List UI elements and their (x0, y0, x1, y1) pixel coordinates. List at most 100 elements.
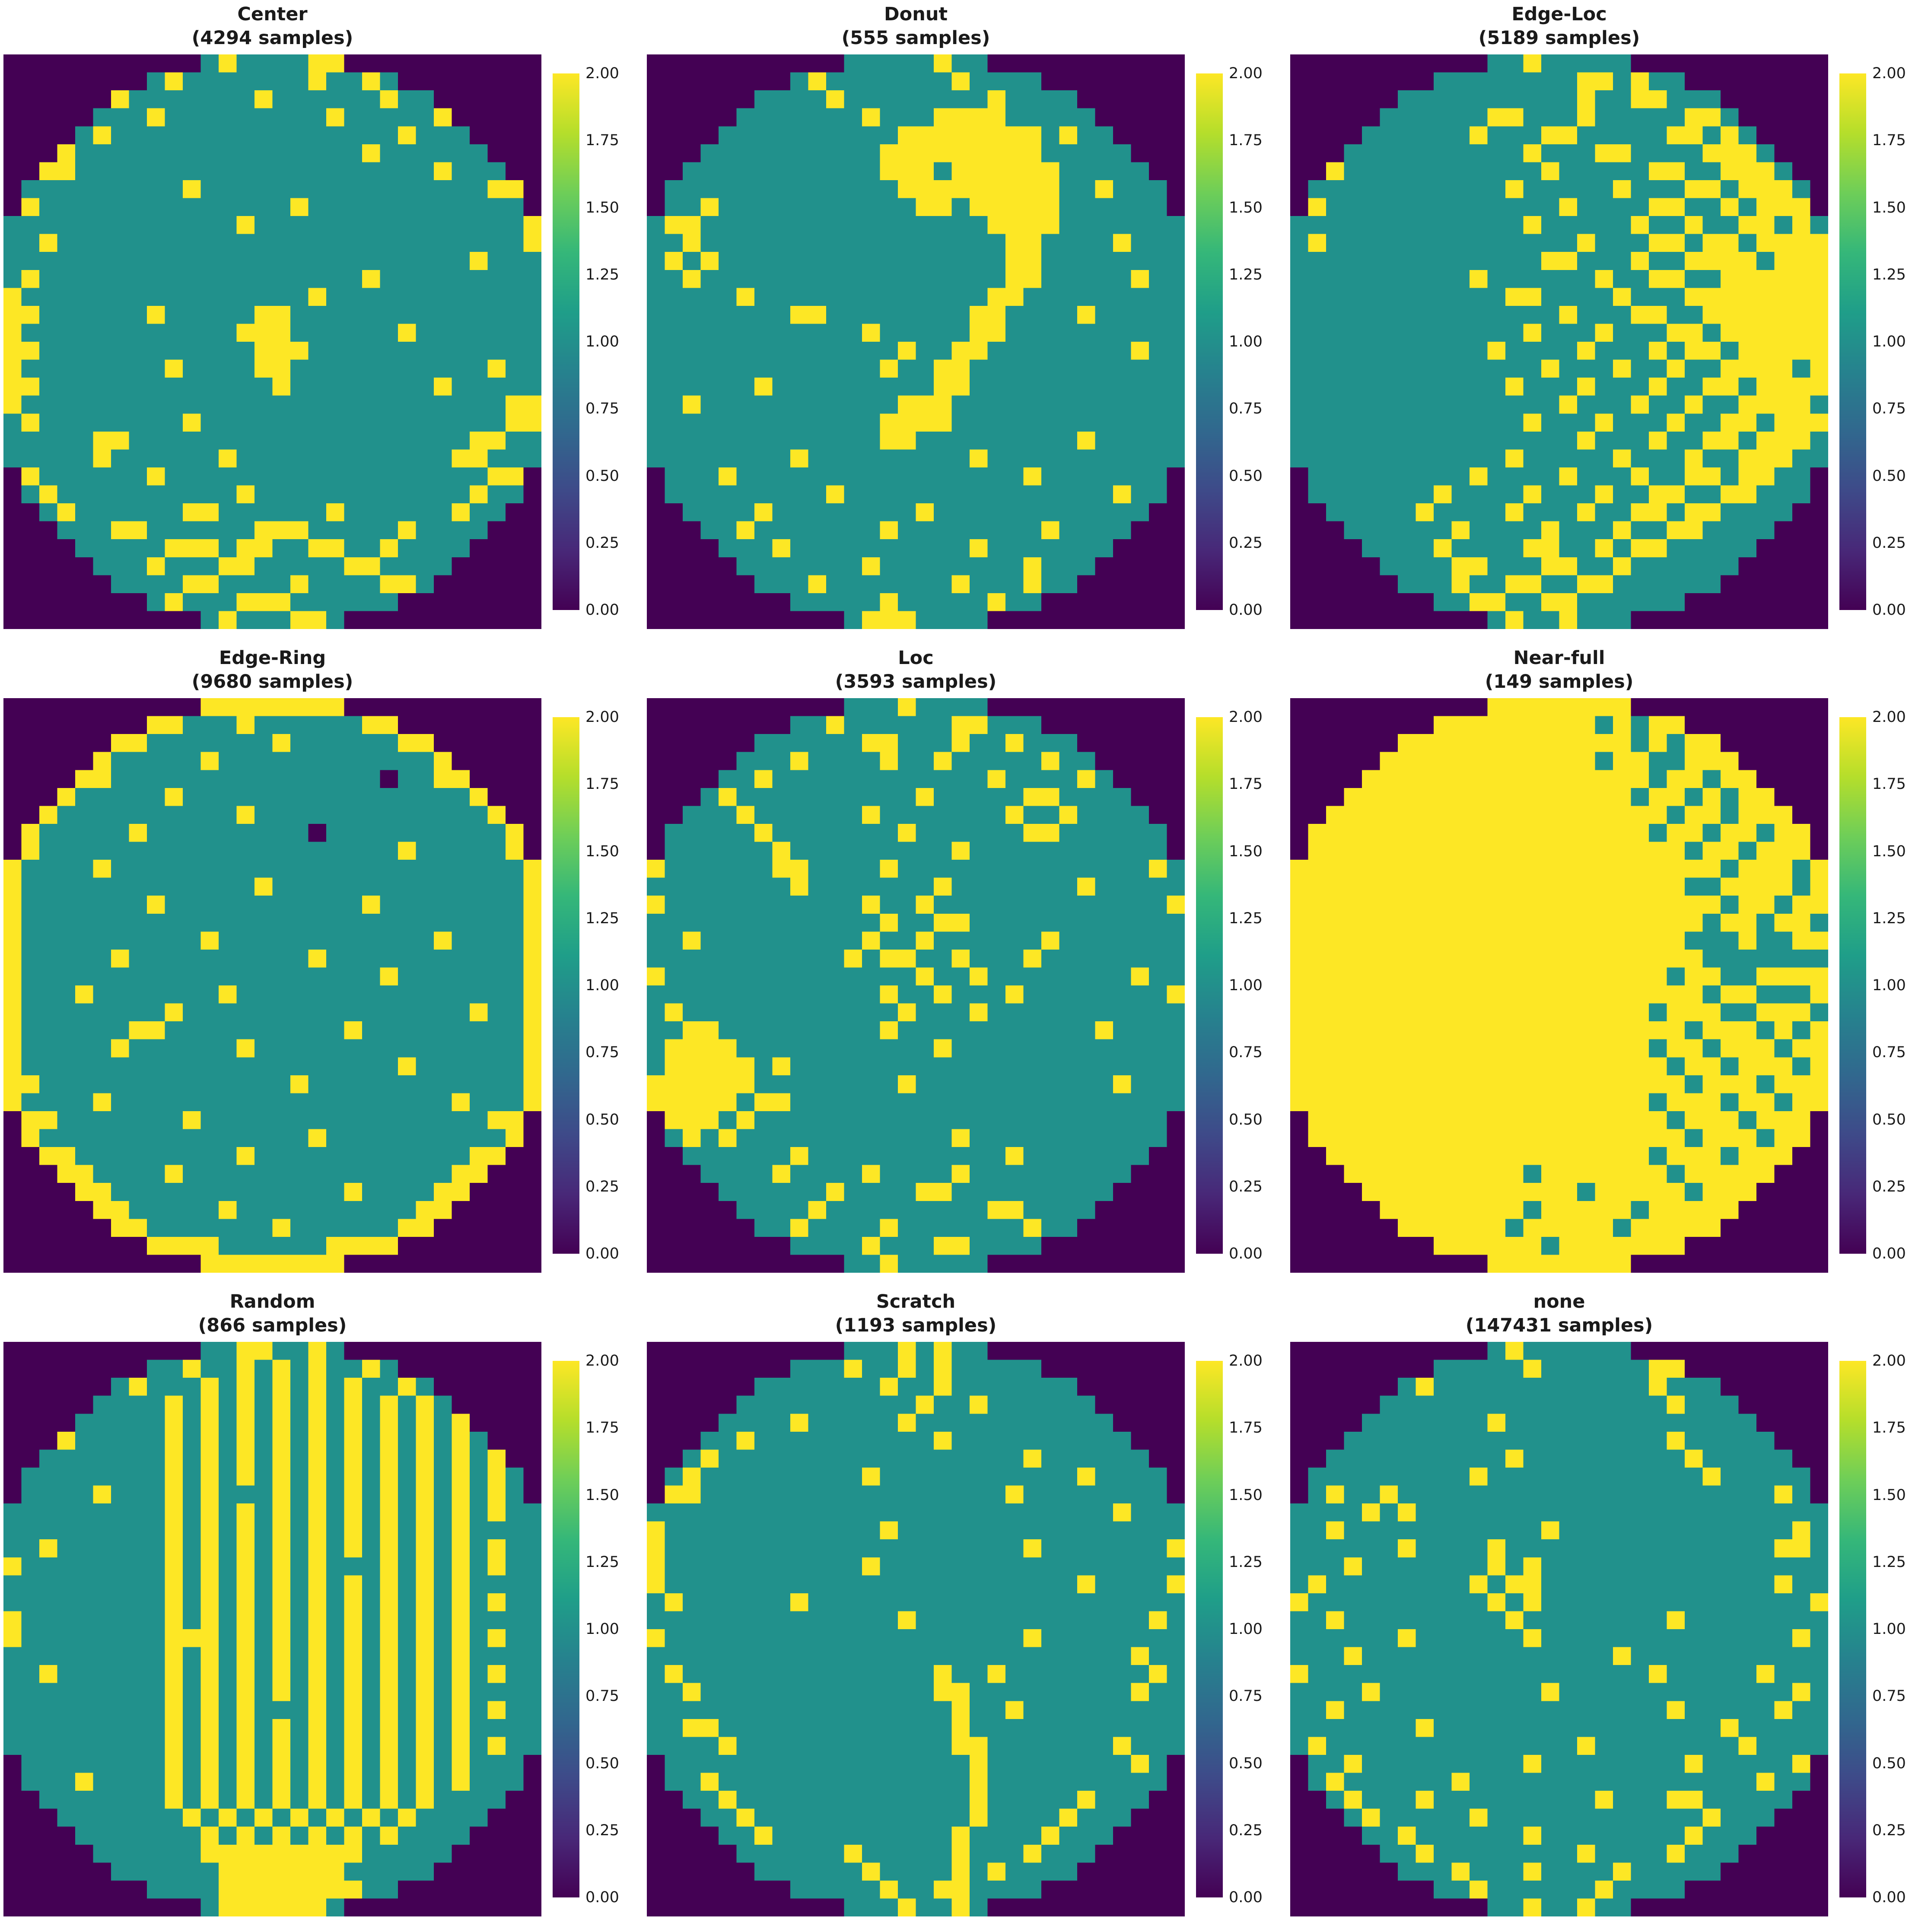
colorbar-tick-label: 1.50 (1229, 842, 1263, 860)
panel-title-samples: (149 samples) (1485, 671, 1634, 693)
colorbar-tick-label: 0.50 (1872, 467, 1906, 485)
panel-title-class: Donut (884, 3, 948, 25)
wafer-map-random (3, 1342, 541, 1916)
colorbar-tick-label: 2.00 (1872, 65, 1906, 82)
colorbar-tick-label: 1.25 (1229, 266, 1263, 283)
colorbar-tick-label: 1.00 (1229, 1621, 1263, 1638)
colorbar-tick-label: 0.75 (1229, 1044, 1263, 1061)
colorbar-tick-label: 0.50 (1229, 467, 1263, 485)
colorbar-gradient (553, 717, 579, 1254)
colorbar-gradient (553, 1361, 579, 1897)
panel-title: Near-full (149 samples) (1287, 646, 1832, 694)
colorbar-gradient (1196, 73, 1223, 610)
panel-title-class: Scratch (876, 1291, 956, 1312)
panel-title: Scratch (1193 samples) (643, 1290, 1188, 1338)
colorbar-tick-label: 1.75 (585, 1419, 619, 1437)
colorbar-tick-label: 0.50 (585, 467, 619, 485)
colorbar-tick-label: 0.00 (1229, 1245, 1263, 1262)
colorbar-tick-label: 0.75 (585, 1687, 619, 1705)
colorbar-wrap: 2.00 1.75 1.50 1.25 1.00 0.75 0.50 0.25 0.00 (1196, 66, 1263, 618)
colorbar-tick-label: 1.75 (1872, 132, 1906, 149)
panel-title-samples: (5189 samples) (1478, 27, 1640, 49)
panel-title-samples: (9680 samples) (191, 671, 353, 693)
colorbar-tick-label: 1.25 (1229, 1553, 1263, 1571)
colorbar-tick-label: 0.50 (1872, 1754, 1906, 1772)
colorbar-wrap: 2.00 1.75 1.50 1.25 1.00 0.75 0.50 0.25 0.00 (1839, 66, 1906, 618)
colorbar-tick-label: 0.25 (585, 1821, 619, 1839)
panel-title: Edge-Loc (5189 samples) (1287, 3, 1832, 50)
panel-title-samples: (3593 samples) (835, 671, 997, 693)
colorbar-tick-label: 0.00 (1229, 1889, 1263, 1906)
colorbar-tick-label: 0.00 (1229, 601, 1263, 619)
panel-title-samples: (147431 samples) (1465, 1315, 1653, 1336)
colorbar-tick-label: 0.25 (585, 1178, 619, 1195)
colorbar-tick-label: 1.00 (585, 1621, 619, 1638)
colorbar-tick-label: 0.00 (1872, 1889, 1906, 1906)
wafer-map-edge-ring (3, 698, 541, 1273)
panel-loc: Loc (3593 samples) 2.00 1.75 1.50 1.25 1.00 0… (643, 644, 1287, 1287)
colorbar-tick-label: 1.25 (1872, 266, 1906, 283)
panel-title: Loc (3593 samples) (643, 646, 1188, 694)
panel-title-class: Near-full (1513, 647, 1605, 669)
colorbar-tick-label: 1.75 (585, 132, 619, 149)
panel-title-class: Edge-Loc (1511, 3, 1607, 25)
colorbar-tick-label: 1.50 (1229, 1486, 1263, 1504)
colorbar-wrap: 2.00 1.75 1.50 1.25 1.00 0.75 0.50 0.25 0.00 (1839, 1354, 1906, 1905)
colorbar-tick-label: 1.75 (1872, 775, 1906, 793)
panel-edge-ring: Edge-Ring (9680 samples) 2.00 1.75 1.50 1.2… (0, 644, 643, 1287)
colorbar-tick-label: 1.00 (1229, 977, 1263, 994)
colorbar-tick-label: 0.25 (1229, 534, 1263, 552)
panel-title: Center (4294 samples) (0, 3, 545, 50)
colorbar-tick-label: 0.75 (1872, 1044, 1906, 1061)
panel-title-class: Edge-Ring (219, 647, 326, 669)
colorbar-tick-label: 1.00 (1872, 977, 1906, 994)
colorbar-tick-label: 0.50 (585, 1111, 619, 1128)
colorbar-tick-label: 1.75 (585, 775, 619, 793)
panel-title-class: Random (229, 1291, 315, 1312)
colorbar-tick-label: 0.00 (585, 1245, 619, 1262)
wafer-map-scratch (647, 1342, 1185, 1916)
colorbar-tick-label: 1.50 (1872, 842, 1906, 860)
colorbar-tick-label: 0.00 (585, 1889, 619, 1906)
panel-title: Donut (555 samples) (643, 3, 1188, 50)
panel-title: Random (866 samples) (0, 1290, 545, 1338)
colorbar-tick-label: 0.25 (1872, 1821, 1906, 1839)
panel-random: Random (866 samples) 2.00 1.75 1.50 1.25 1.0… (0, 1287, 643, 1931)
panel-title-samples: (4294 samples) (191, 27, 353, 49)
wafer-map-donut (647, 54, 1185, 629)
colorbar-tick-label: 1.25 (585, 1553, 619, 1571)
panel-near-full: Near-full (149 samples) 2.00 1.75 1.50 1.25… (1287, 644, 1930, 1287)
colorbar-tick-label: 1.75 (1229, 775, 1263, 793)
colorbar-tick-label: 0.00 (1872, 1245, 1906, 1262)
colorbar-tick-label: 2.00 (1872, 709, 1906, 726)
colorbar-tick-label: 0.25 (1229, 1178, 1263, 1195)
colorbar-tick-label: 0.50 (1872, 1111, 1906, 1128)
colorbar-tick-label: 2.00 (585, 709, 619, 726)
colorbar-tick-label: 1.25 (585, 909, 619, 927)
colorbar-tick-label: 2.00 (1229, 65, 1263, 82)
wafer-map-none (1290, 1342, 1828, 1916)
colorbar-tick-label: 0.75 (585, 1044, 619, 1061)
colorbar-tick-label: 0.75 (1872, 400, 1906, 418)
colorbar-tick-label: 1.50 (585, 842, 619, 860)
colorbar-gradient (553, 73, 579, 610)
panel-scratch: Scratch (1193 samples) 2.00 1.75 1.50 1.25 1… (643, 1287, 1287, 1931)
colorbar-tick-label: 1.50 (585, 199, 619, 216)
colorbar-tick-label: 2.00 (585, 65, 619, 82)
colorbar-tick-label: 2.00 (1229, 709, 1263, 726)
panel-title-class: Center (237, 3, 308, 25)
colorbar-tick-label: 0.75 (1872, 1687, 1906, 1705)
colorbar-tick-label: 0.75 (1229, 1687, 1263, 1705)
colorbar-gradient (1839, 717, 1866, 1254)
colorbar-wrap: 2.00 1.75 1.50 1.25 1.00 0.75 0.50 0.25 0.00 (1839, 710, 1906, 1262)
colorbar-wrap: 2.00 1.75 1.50 1.25 1.00 0.75 0.50 0.25 0.00 (553, 1354, 619, 1905)
colorbar-tick-label: 1.75 (1872, 1419, 1906, 1437)
colorbar-tick-label: 1.00 (585, 333, 619, 350)
colorbar-tick-label: 1.75 (1229, 132, 1263, 149)
panel-edge-loc: Edge-Loc (5189 samples) 2.00 1.75 1.50 1.25… (1287, 0, 1930, 644)
colorbar-gradient (1196, 717, 1223, 1254)
colorbar-tick-label: 1.00 (1872, 1621, 1906, 1638)
colorbar-tick-label: 0.75 (1229, 400, 1263, 418)
panel-title-class: none (1533, 1291, 1585, 1312)
